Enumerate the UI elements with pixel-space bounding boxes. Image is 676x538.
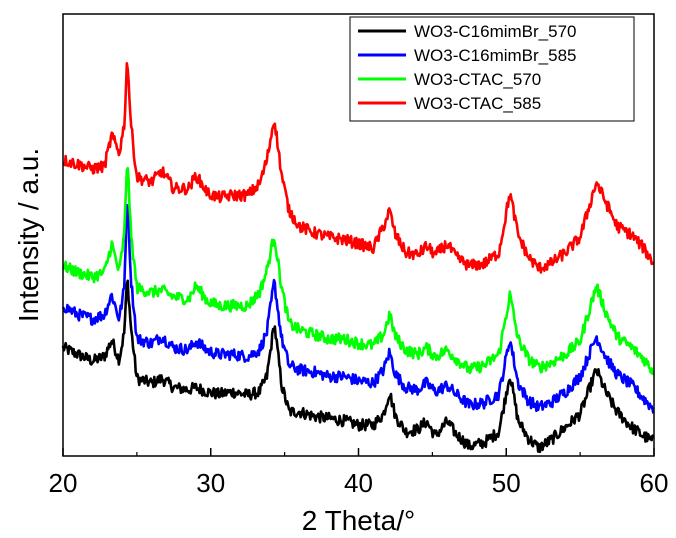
x-tick-label: 60 xyxy=(640,468,669,498)
x-tick-label: 50 xyxy=(492,468,521,498)
legend-label: WO3-CTAC_570 xyxy=(414,70,541,89)
legend-label: WO3-C16mimBr_585 xyxy=(414,46,577,65)
legend: WO3-C16mimBr_570 WO3-C16mimBr_585 WO3-CTAC… xyxy=(349,16,635,122)
legend-label: WO3-CTAC_585 xyxy=(414,94,541,113)
y-axis-title: Intensity / a.u. xyxy=(13,148,44,322)
series-line-4 xyxy=(62,62,655,274)
series-layer xyxy=(61,62,655,454)
series-line-1 xyxy=(61,279,655,454)
x-tick-label: 20 xyxy=(49,468,78,498)
series-line-2 xyxy=(61,203,655,414)
x-axis-title: 2 Theta/° xyxy=(302,505,415,536)
x-axis: 20 30 40 50 60 xyxy=(49,448,669,498)
x-tick-label: 40 xyxy=(344,468,373,498)
legend-label: WO3-C16mimBr_570 xyxy=(414,22,577,41)
series-line-3 xyxy=(61,166,655,376)
x-tick-label: 30 xyxy=(196,468,225,498)
